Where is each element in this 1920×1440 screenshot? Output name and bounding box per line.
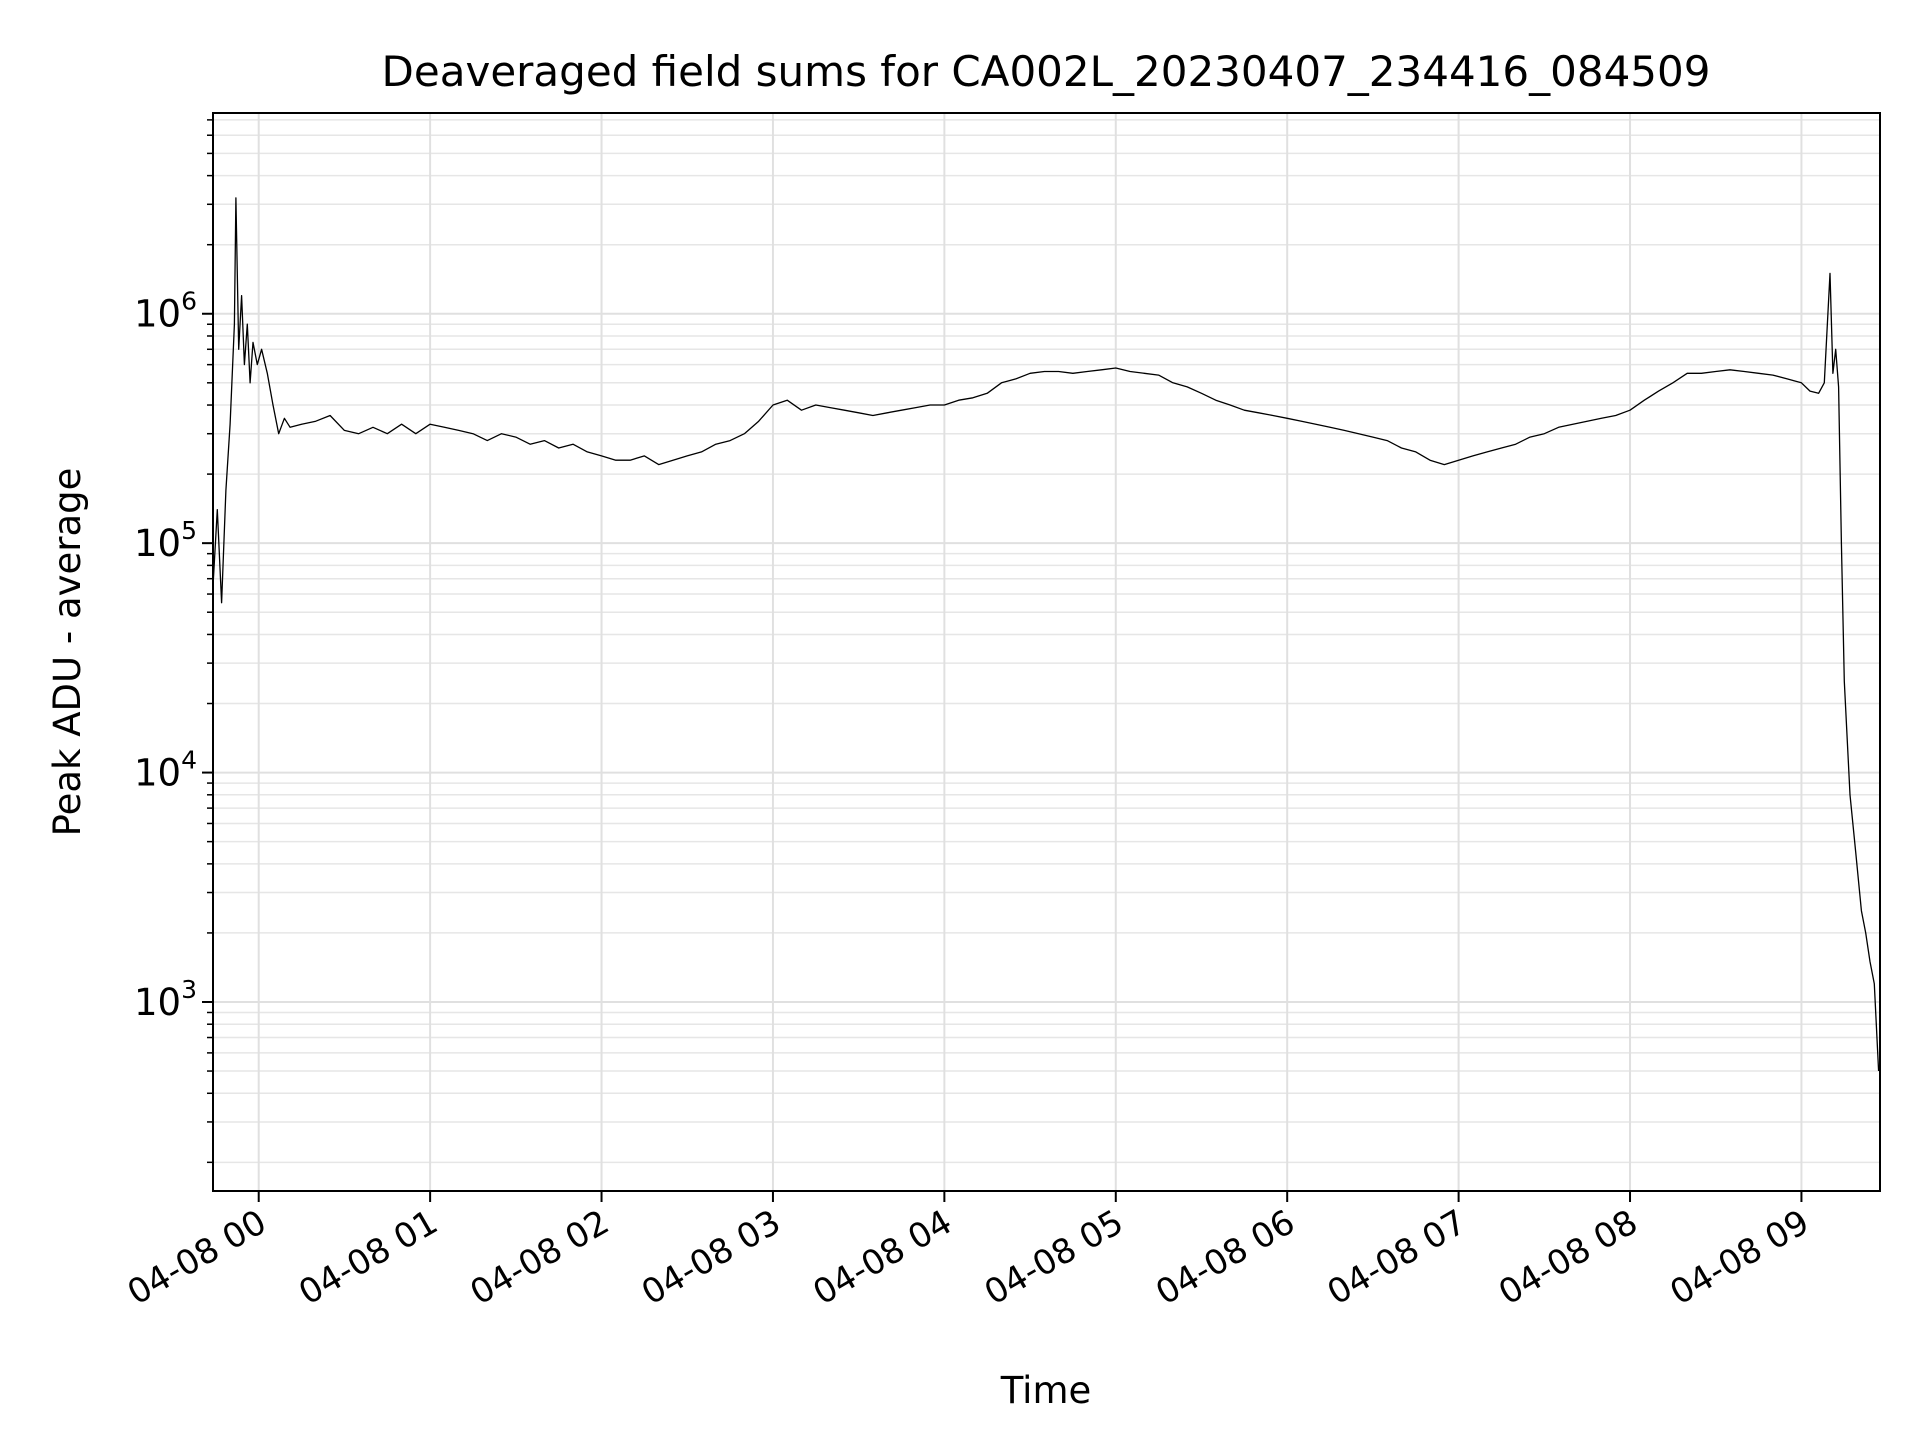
plot-frame <box>212 112 1881 1192</box>
chart-title: Deaveraged field sums for CA002L_2023040… <box>382 47 1711 96</box>
y-tick-label: 106 <box>134 287 197 336</box>
minor-gridlines <box>213 119 1880 1164</box>
data-series-line <box>212 197 1880 1072</box>
y-tick-label: 103 <box>134 975 197 1024</box>
major-gridlines <box>213 113 1880 1191</box>
y-tick-label: 104 <box>134 746 197 795</box>
y-axis-label: Peak ADU - average <box>46 468 89 837</box>
y-tick-label: 105 <box>134 516 197 565</box>
x-axis-label: Time <box>1000 1369 1092 1412</box>
y-axis: 103 104 105 106 <box>134 119 213 1164</box>
